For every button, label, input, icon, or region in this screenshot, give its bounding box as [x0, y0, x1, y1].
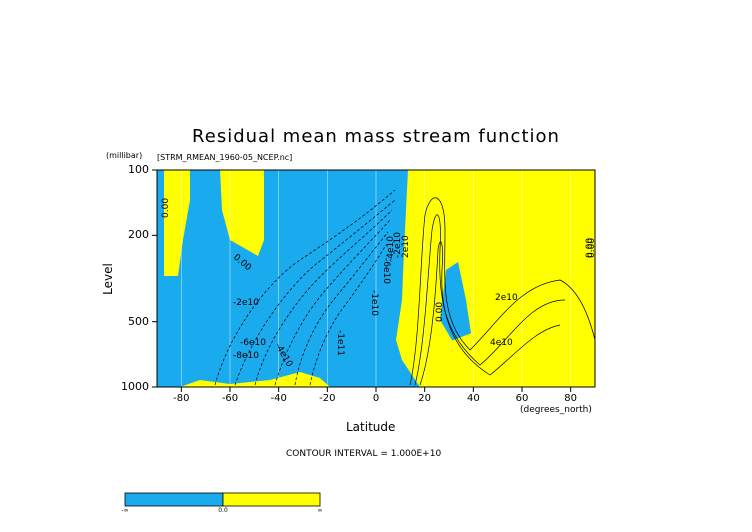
positive-region-bottom [180, 372, 330, 387]
y-axis-unit: (millibar) [106, 151, 143, 160]
contour-label: 2e10 [401, 235, 411, 258]
chart-title: Residual mean mass stream function [192, 126, 560, 147]
x-tick-label: -60 [221, 393, 239, 404]
x-tick-label: 20 [418, 393, 432, 404]
contour-label: -4e10 [386, 236, 396, 262]
contour-interval-label: CONTOUR INTERVAL = 1.000E+10 [286, 449, 442, 459]
contour-label: 0.00 [161, 198, 171, 218]
y-tick-marks [152, 169, 157, 388]
negative-contours [214, 189, 396, 386]
colorbar-negative [124, 492, 224, 507]
contour-label: -2e10 [233, 298, 259, 308]
contour-label: 0.00 [585, 238, 595, 258]
contour-label: -6e10 [240, 338, 266, 348]
colorbar-tick-label: 0.0 [218, 507, 228, 514]
contour-label: -1e10 [369, 290, 379, 316]
colorbar-tick-label: -∞ [121, 507, 129, 514]
contour-label: 0.00 [587, 238, 597, 258]
source-file-label: [STRM_RMEAN_1960-05_NCEP.nc] [157, 153, 293, 162]
contour-label: -2e10 [393, 232, 403, 258]
contour-label: 4e10 [490, 338, 513, 348]
colorbar [124, 492, 321, 507]
positive-contours [409, 197, 595, 386]
x-tick-label: -80 [173, 393, 190, 404]
positive-region-left [164, 170, 190, 276]
negative-tongue [430, 320, 595, 387]
contour-label: -8e10 [233, 351, 259, 361]
x-tick-marks [180, 387, 572, 392]
contour-labels: 0.000.000.000.00-2e10-4e10-6e10-8e10-1e1… [161, 198, 597, 370]
x-tick-label: 80 [564, 393, 578, 404]
x-tick-label: -40 [270, 393, 287, 404]
colorbar-tick-label: ∞ [317, 507, 323, 514]
y-tick-label: 500 [128, 314, 149, 328]
x-axis-unit: (degrees_north) [520, 405, 592, 415]
positive-region-upper [220, 170, 264, 256]
x-tick-label: 40 [466, 393, 480, 404]
colorbar-positive [222, 492, 321, 507]
x-tick-label: 0 [372, 393, 380, 404]
contour-label: 0.00 [435, 302, 445, 322]
x-axis-label: Latitude [346, 420, 396, 434]
contour-label: -6e10 [381, 258, 391, 284]
y-tick-label: 200 [128, 228, 149, 242]
gridlines [181, 170, 571, 387]
y-tick-label: 1000 [121, 380, 149, 393]
x-tick-label: 60 [515, 393, 529, 404]
y-tick-label: 100 [128, 163, 149, 176]
contour-label: 2e10 [495, 293, 518, 303]
negative-island [440, 262, 472, 345]
contour-label: -1e11 [335, 330, 345, 356]
x-tick-label: -20 [319, 393, 336, 404]
